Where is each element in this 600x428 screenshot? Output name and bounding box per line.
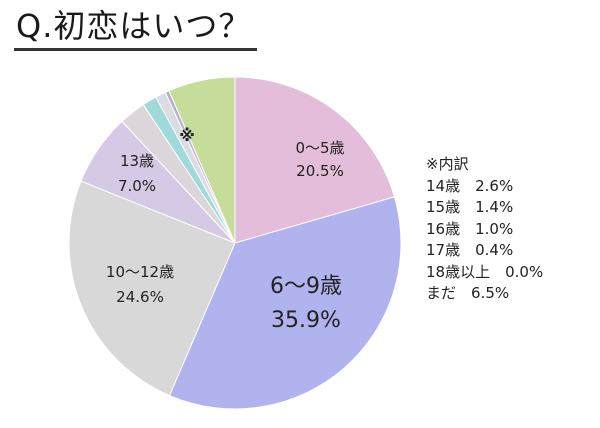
breakdown-row: 18歳以上 0.0% — [426, 262, 543, 284]
pie-slices — [68, 76, 402, 410]
slice-value-13: 7.0% — [118, 177, 156, 195]
breakdown-heading: ※内訳 — [426, 155, 469, 173]
breakdown-value: 6.5% — [471, 284, 510, 302]
slice-label-0-5: 0～5歳 — [295, 139, 344, 157]
breakdown-row: 16歳 1.0% — [426, 219, 543, 241]
breakdown-label: 14歳 — [426, 176, 461, 195]
breakdown-label: 17歳 — [426, 241, 461, 259]
slice-label-10-12: 10～12歳 — [106, 263, 174, 281]
breakdown-label: まだ — [426, 284, 457, 302]
pie-slice-0 — [234, 76, 396, 244]
breakdown-list: ※内訳 14歳 2.6% 15歳 1.4% 16歳 1.0% 17歳 0.4% … — [426, 154, 543, 305]
slice-value-6-9: 35.9% — [271, 308, 341, 333]
breakdown-value: 2.6% — [475, 176, 514, 195]
pie-slice-2 — [68, 180, 236, 397]
chart-title: Q.初恋はいつ？ — [14, 4, 258, 51]
breakdown-value: 1.4% — [475, 198, 514, 216]
slice-label-13: 13歳 — [120, 152, 154, 170]
pie-slice-1 — [168, 196, 402, 410]
slice-value-10-12: 24.6% — [116, 288, 164, 306]
breakdown-row: 15歳 1.4% — [426, 197, 543, 219]
slice-label-6-9: 6～9歳 — [270, 274, 342, 299]
slice-value-0-5: 20.5% — [296, 162, 344, 180]
breakdown-value: 0.4% — [475, 241, 514, 259]
breakdown-row: まだ 6.5% — [426, 283, 543, 305]
breakdown-value: 0.0% — [505, 262, 544, 281]
breakdown-label: 15歳 — [426, 198, 461, 216]
pie-labels: 0～5歳 20.5% 6～9歳 35.9% 10～12歳 24.6% 13歳 7… — [106, 126, 345, 333]
breakdown-row: 17歳 0.4% — [426, 240, 543, 262]
breakdown-label: 18歳以上 — [426, 262, 491, 281]
breakdown-row: 14歳 2.6% — [426, 176, 543, 198]
breakdown-label: 16歳 — [426, 219, 461, 238]
pie-slice-9 — [168, 76, 236, 244]
small-slices-marker: ※ — [179, 126, 195, 145]
breakdown-value: 1.0% — [475, 219, 514, 238]
